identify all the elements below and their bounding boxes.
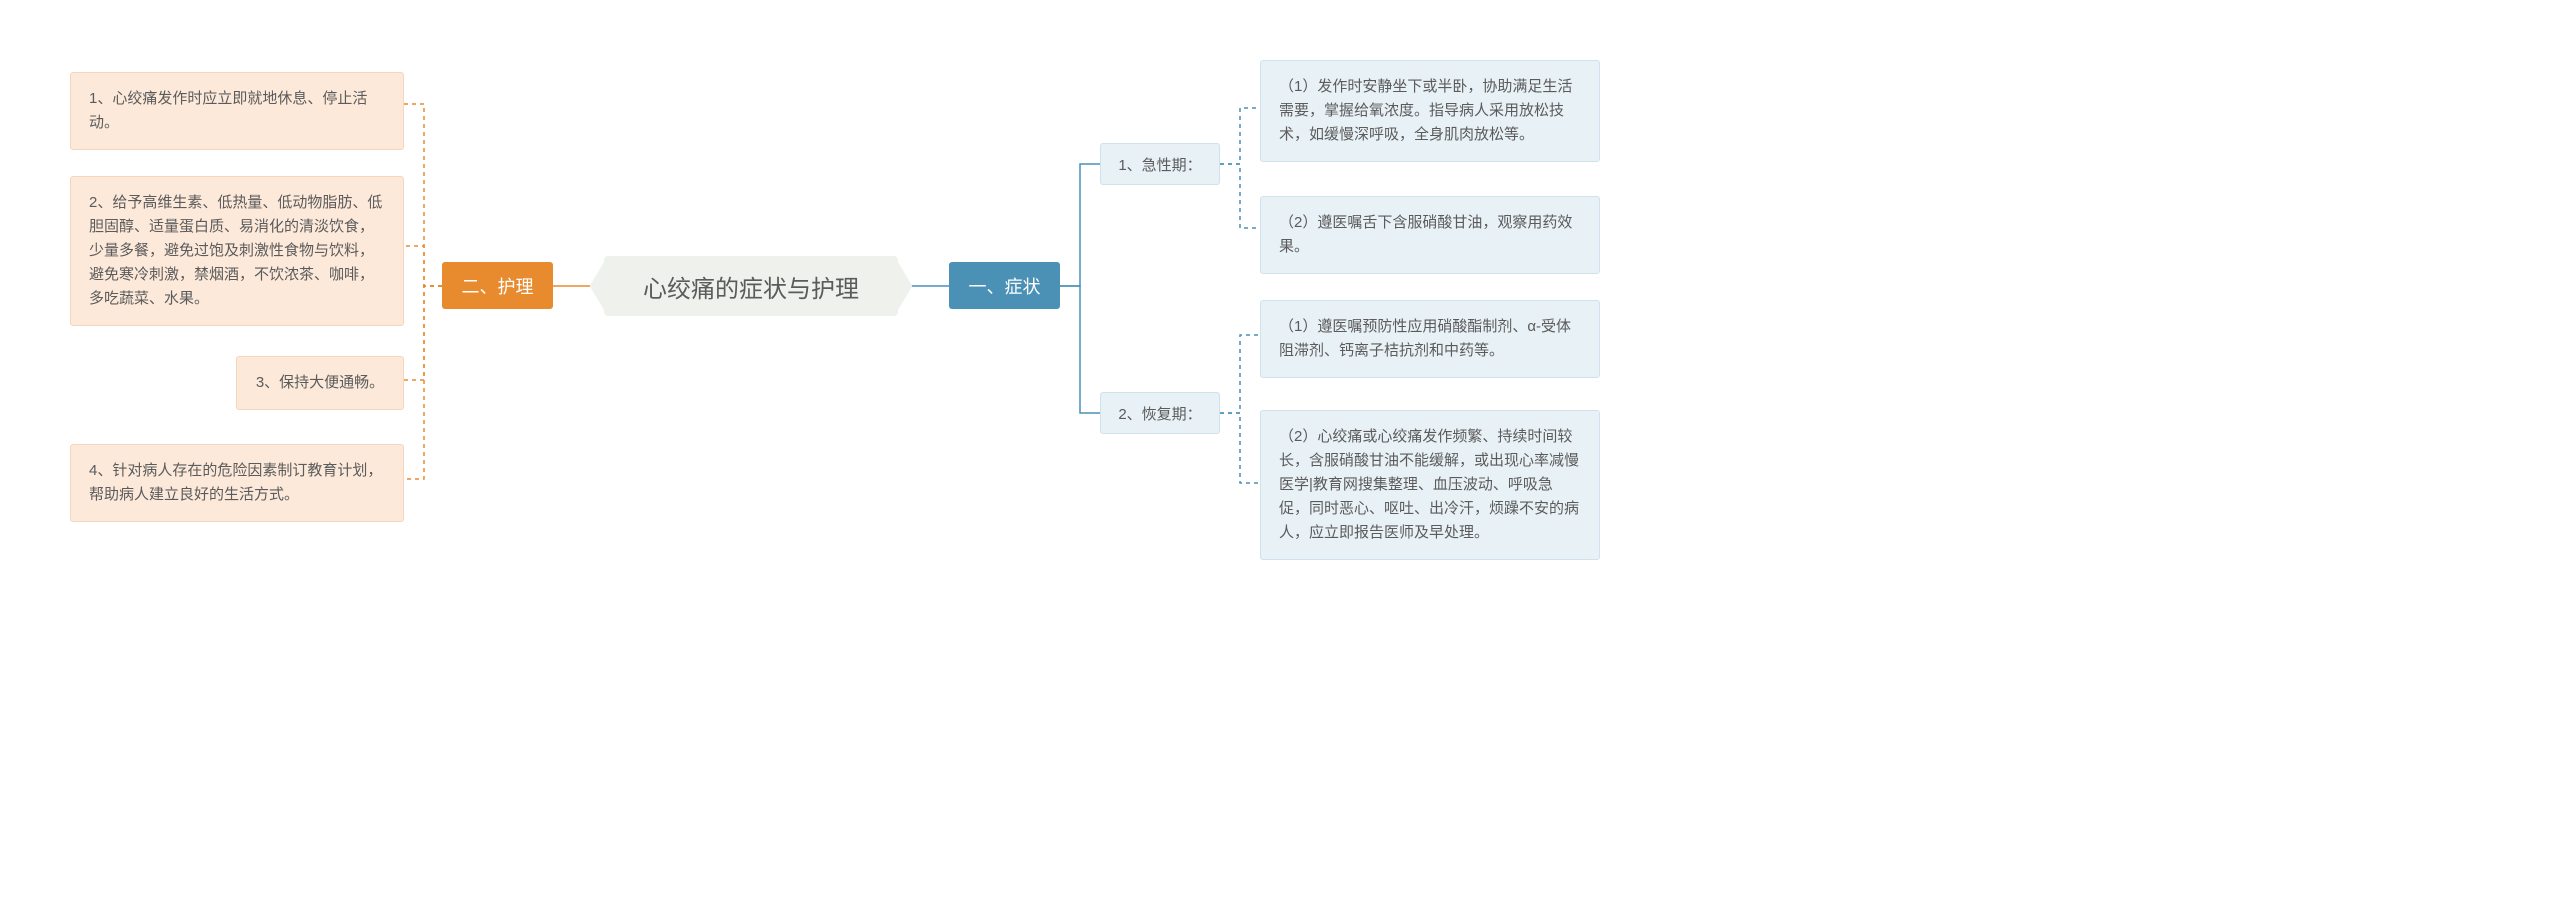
- sub-acute-label: 1、急性期：: [1118, 154, 1201, 175]
- sub-acute: 1、急性期：: [1100, 143, 1220, 185]
- branch-symptom-label: 一、症状: [969, 273, 1041, 299]
- care-item-3-text: 3、保持大便通畅。: [256, 371, 384, 395]
- edge-acute-1: [1220, 108, 1260, 164]
- edge-acute-2: [1220, 164, 1260, 228]
- acute-item-2-text: （2）遵医嘱舌下含服硝酸甘油，观察用药效果。: [1279, 211, 1581, 259]
- edge-sym-acute: [1060, 164, 1100, 286]
- branch-care: 二、护理: [442, 262, 553, 309]
- branch-symptom: 一、症状: [949, 262, 1060, 309]
- center-topic: 心绞痛的症状与护理: [604, 256, 898, 316]
- edge-sym-recovery: [1060, 286, 1100, 413]
- edge-recovery-1: [1220, 335, 1260, 413]
- edge-care-2: [404, 246, 442, 286]
- edge-care-1: [404, 104, 442, 286]
- branch-care-label: 二、护理: [462, 273, 534, 299]
- acute-item-1: （1）发作时安静坐下或半卧，协助满足生活需要，掌握给氧浓度。指导病人采用放松技术…: [1260, 60, 1600, 162]
- acute-item-1-text: （1）发作时安静坐下或半卧，协助满足生活需要，掌握给氧浓度。指导病人采用放松技术…: [1279, 75, 1581, 147]
- recovery-item-1: （1）遵医嘱预防性应用硝酸酯制剂、α-受体阻滞剂、钙离子桔抗剂和中药等。: [1260, 300, 1600, 378]
- edge-care-4: [404, 286, 442, 479]
- care-item-2: 2、给予高维生素、低热量、低动物脂肪、低胆固醇、适量蛋白质、易消化的清淡饮食，少…: [70, 176, 404, 326]
- care-item-4-text: 4、针对病人存在的危险因素制订教育计划，帮助病人建立良好的生活方式。: [89, 459, 385, 507]
- care-item-1: 1、心绞痛发作时应立即就地休息、停止活动。: [70, 72, 404, 150]
- care-item-2-text: 2、给予高维生素、低热量、低动物脂肪、低胆固醇、适量蛋白质、易消化的清淡饮食，少…: [89, 191, 385, 311]
- care-item-1-text: 1、心绞痛发作时应立即就地休息、停止活动。: [89, 87, 385, 135]
- care-item-3: 3、保持大便通畅。: [236, 356, 404, 410]
- acute-item-2: （2）遵医嘱舌下含服硝酸甘油，观察用药效果。: [1260, 196, 1600, 274]
- care-item-4: 4、针对病人存在的危险因素制订教育计划，帮助病人建立良好的生活方式。: [70, 444, 404, 522]
- sub-recovery-label: 2、恢复期：: [1118, 403, 1201, 424]
- recovery-item-1-text: （1）遵医嘱预防性应用硝酸酯制剂、α-受体阻滞剂、钙离子桔抗剂和中药等。: [1279, 315, 1581, 363]
- edge-care-3: [404, 286, 442, 380]
- recovery-item-2: （2）心绞痛或心绞痛发作频繁、持续时间较长，含服硝酸甘油不能缓解，或出现心率减慢…: [1260, 410, 1600, 560]
- edge-recovery-2: [1220, 413, 1260, 483]
- center-topic-text: 心绞痛的症状与护理: [643, 269, 859, 304]
- sub-recovery: 2、恢复期：: [1100, 392, 1220, 434]
- recovery-item-2-text: （2）心绞痛或心绞痛发作频繁、持续时间较长，含服硝酸甘油不能缓解，或出现心率减慢…: [1279, 425, 1581, 545]
